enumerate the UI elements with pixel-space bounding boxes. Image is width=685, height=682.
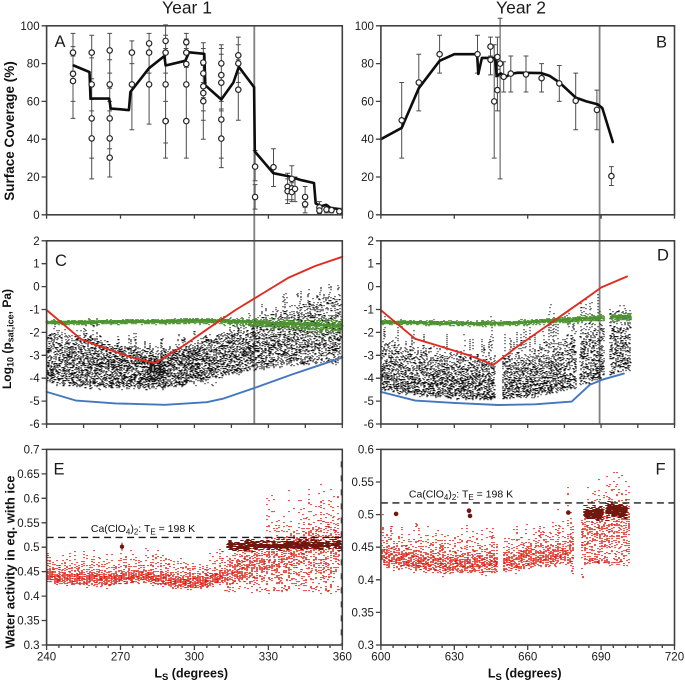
svg-text:-5: -5 (364, 396, 374, 408)
svg-text:0.35: 0.35 (17, 616, 39, 628)
svg-text:-4: -4 (29, 373, 40, 385)
svg-text:240: 240 (37, 652, 56, 664)
svg-text:F: F (655, 461, 665, 479)
svg-text:Year 2: Year 2 (496, 0, 546, 18)
svg-text:E: E (53, 461, 64, 479)
svg-text:0.45: 0.45 (352, 542, 374, 554)
svg-text:0.65: 0.65 (17, 469, 39, 481)
svg-text:0.5: 0.5 (24, 542, 40, 554)
svg-text:40: 40 (361, 134, 374, 146)
svg-text:C: C (55, 252, 67, 270)
svg-text:300: 300 (185, 652, 204, 664)
svg-text:-3: -3 (364, 350, 374, 362)
svg-text:270: 270 (111, 652, 130, 664)
svg-text:0.55: 0.55 (352, 477, 374, 489)
svg-text:0.7: 0.7 (24, 444, 40, 456)
svg-text:A: A (54, 33, 65, 51)
svg-text:Year 1: Year 1 (162, 0, 212, 18)
svg-text:-5: -5 (29, 396, 39, 408)
svg-text:660: 660 (518, 652, 537, 664)
svg-text:330: 330 (259, 652, 278, 664)
svg-text:Water activity in eq. with ice: Water activity in eq. with ice (3, 476, 18, 649)
svg-text:80: 80 (361, 59, 374, 71)
svg-text:Ca(ClO4)2: TE = 198 K: Ca(ClO4)2: TE = 198 K (91, 523, 195, 537)
svg-text:100: 100 (355, 21, 374, 33)
svg-text:-6: -6 (29, 419, 39, 431)
svg-text:-2: -2 (29, 327, 39, 339)
svg-text:Surface Coverage (%): Surface Coverage (%) (2, 61, 17, 201)
svg-text:80: 80 (27, 59, 40, 71)
svg-text:-6: -6 (364, 419, 374, 431)
svg-text:0.5: 0.5 (358, 510, 374, 522)
svg-text:1: 1 (33, 259, 39, 271)
svg-text:0.6: 0.6 (358, 444, 374, 456)
svg-text:0: 0 (367, 210, 373, 222)
svg-text:0.4: 0.4 (358, 575, 375, 587)
svg-text:2: 2 (367, 236, 373, 248)
svg-text:B: B (656, 34, 667, 52)
svg-text:-1: -1 (364, 305, 374, 317)
svg-text:0: 0 (33, 282, 39, 294)
svg-text:690: 690 (592, 652, 611, 664)
svg-text:LS (degrees): LS (degrees) (154, 667, 228, 682)
svg-text:-1: -1 (29, 305, 39, 317)
svg-text:0.4: 0.4 (24, 591, 41, 603)
svg-text:20: 20 (27, 172, 40, 184)
svg-text:100: 100 (20, 21, 39, 33)
svg-text:0.45: 0.45 (17, 567, 39, 579)
svg-text:60: 60 (27, 96, 40, 108)
svg-text:-4: -4 (364, 373, 375, 385)
svg-text:40: 40 (27, 134, 40, 146)
svg-text:D: D (657, 247, 669, 265)
svg-text:-3: -3 (29, 350, 39, 362)
svg-text:LS (degrees): LS (degrees) (488, 667, 562, 682)
svg-text:2: 2 (33, 236, 39, 248)
svg-text:0.3: 0.3 (358, 640, 374, 652)
svg-text:-2: -2 (364, 327, 374, 339)
svg-text:20: 20 (361, 172, 374, 184)
svg-text:1: 1 (367, 259, 373, 271)
svg-text:360: 360 (333, 652, 352, 664)
svg-text:Ca(ClO4)2: TE = 198 K: Ca(ClO4)2: TE = 198 K (409, 488, 513, 502)
svg-text:630: 630 (445, 652, 464, 664)
svg-text:0.6: 0.6 (24, 493, 40, 505)
svg-text:0: 0 (33, 210, 39, 222)
svg-text:0.35: 0.35 (352, 607, 374, 619)
svg-text:600: 600 (371, 652, 390, 664)
svg-text:0.55: 0.55 (17, 518, 39, 530)
svg-text:720: 720 (665, 652, 684, 664)
svg-text:0: 0 (367, 282, 373, 294)
svg-text:0.3: 0.3 (24, 640, 40, 652)
svg-text:60: 60 (361, 96, 374, 108)
